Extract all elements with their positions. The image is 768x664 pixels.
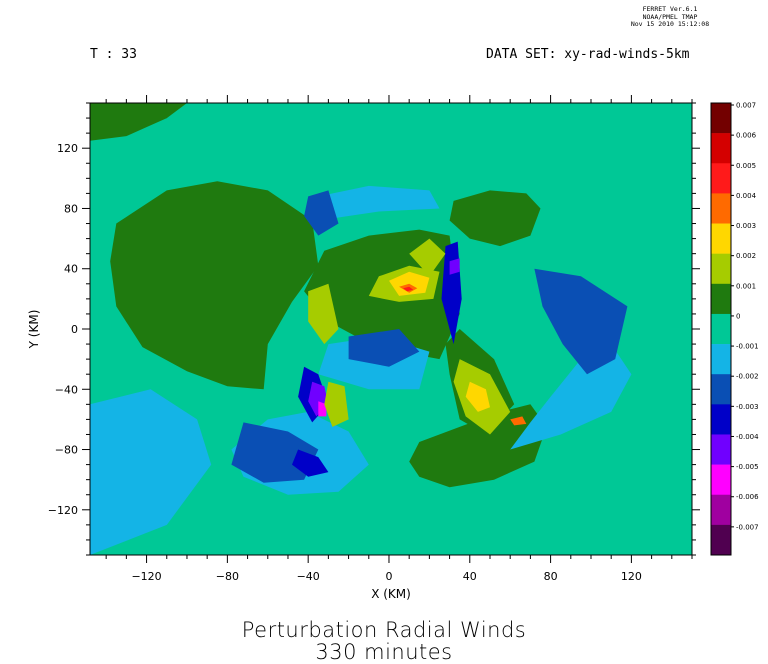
colorbar-swatch (711, 404, 731, 435)
colorbar-label: 0 (736, 312, 740, 320)
colorbar-swatch (711, 223, 731, 254)
y-tick-label: −80 (55, 444, 78, 457)
colorbar-swatch (711, 374, 731, 405)
colorbar-label: -0.001 (736, 343, 759, 351)
axis-tick-labels: −120 −80 −40 0 40 80 120 120 80 40 0 −40 −80 −120 (48, 142, 642, 583)
region-west-green-band (110, 181, 319, 390)
stamp-line: FERRET Ver.6.1 (642, 5, 698, 13)
colorbar-swatch (711, 163, 731, 194)
colorbar-swatch (711, 253, 731, 285)
colorbar-label: -0.005 (736, 463, 759, 471)
region-west-yellowgreen (308, 283, 339, 345)
x-tick-label: 120 (621, 570, 642, 583)
y-tick-label: 120 (57, 142, 78, 155)
region-north-east-green (449, 190, 541, 247)
axis-ticks (82, 95, 700, 563)
region-north-blue-2 (304, 190, 339, 236)
region-east-yellow (465, 381, 490, 412)
region-east-violet (449, 258, 460, 275)
region-south-yellowgreen (324, 381, 349, 427)
colorbar-label: -0.007 (736, 523, 759, 531)
colorbar-swatch (711, 524, 731, 556)
stamp-line: NOAA/PMEL TMAP (642, 12, 698, 21)
ferret-stamp: FERRET Ver.6.1 NOAA/PMEL TMAP Nov 15 201… (600, 5, 740, 29)
colorbar-swatch (711, 103, 731, 134)
colorbar-label: 0.002 (736, 252, 756, 260)
region-east-blue-2 (534, 268, 628, 375)
colorbar-swatch (711, 313, 731, 345)
region-center-red (403, 286, 414, 292)
colorbar-swatch (711, 464, 731, 496)
x-axis-label: X (KM) (371, 587, 411, 601)
region-south-blue-3 (292, 449, 329, 477)
colorbar-swatch (711, 434, 731, 465)
colorbar-swatch (711, 344, 731, 375)
x-tick-label: 0 (385, 570, 392, 583)
x-tick-label: 40 (463, 570, 477, 583)
region-southwest-blue-1 (90, 389, 212, 555)
colorbar-swatch (711, 283, 731, 315)
colorbar-label: 0.005 (736, 162, 756, 170)
x-tick-label: 80 (544, 570, 558, 583)
y-tick-label: 80 (64, 202, 78, 215)
y-tick-label: −120 (48, 504, 78, 517)
colorbar-label: -0.003 (736, 403, 759, 411)
region-north-blue-1 (318, 185, 440, 221)
colorbar-swatch (711, 133, 731, 164)
colorbar-label: 0.007 (736, 102, 756, 110)
y-tick-label: −40 (55, 383, 78, 396)
stamp-line: Nov 15 2010 15:12:08 (630, 20, 710, 28)
region-west-magenta (318, 401, 327, 417)
colorbar-swatch (711, 193, 731, 224)
colorbar-swatch (711, 494, 731, 526)
y-tick-label: 0 (71, 323, 78, 336)
contour-regions (90, 103, 632, 555)
colorbar-label: -0.006 (736, 493, 759, 501)
region-south-east-green (409, 404, 547, 488)
colorbar-label: 0.001 (736, 282, 756, 290)
region-north-west-green (90, 103, 187, 141)
time-label: T : 33 (90, 47, 137, 62)
dataset-label: DATA SET: xy-rad-winds-5km (486, 47, 690, 62)
colorbar-label: 0.006 (736, 132, 757, 140)
colorbar-label: 0.003 (736, 222, 756, 230)
y-axis-label: Y (KM) (27, 310, 41, 350)
region-center-blue-2 (348, 329, 420, 367)
y-tick-label: 40 (64, 263, 78, 276)
colorbar-label: -0.002 (736, 373, 759, 381)
plot-title: Perturbation Radial Winds (241, 618, 527, 642)
colorbar-label: -0.004 (736, 433, 759, 441)
region-east-yellowgreen-2 (409, 238, 446, 277)
colorbar-frame (710, 102, 732, 556)
region-southeast-blue-1 (510, 344, 632, 450)
plot-subtitle: 330 minutes (315, 640, 453, 664)
x-tick-label: −120 (131, 570, 161, 583)
x-tick-label: −80 (216, 570, 239, 583)
colorbar-label: 0.004 (736, 192, 757, 200)
region-east-orange (510, 416, 527, 426)
x-tick-label: −40 (297, 570, 320, 583)
colorbar: 0.007 0.006 0.005 0.004 0.003 0.002 0.001 0 -0.0… (710, 102, 759, 556)
